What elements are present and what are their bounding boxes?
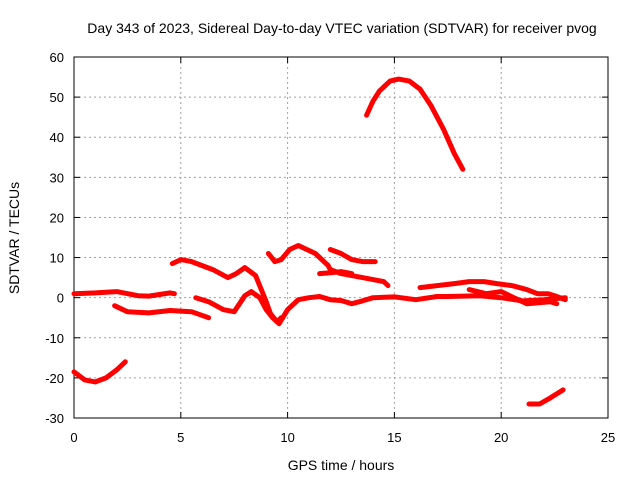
x-axis-ticks: 0 5 10 15 20 25 bbox=[70, 57, 615, 445]
x-tick-label: 0 bbox=[70, 430, 77, 445]
x-tick-label: 20 bbox=[494, 430, 508, 445]
y-tick-label: -30 bbox=[45, 411, 64, 426]
y-tick-label: 30 bbox=[50, 170, 64, 185]
series-arc-1 bbox=[71, 289, 177, 299]
x-tick-label: 10 bbox=[280, 430, 294, 445]
y-tick-label: 20 bbox=[50, 210, 64, 225]
grid bbox=[74, 57, 608, 418]
y-tick-label: 0 bbox=[57, 291, 64, 306]
y-tick-label: 50 bbox=[50, 90, 64, 105]
series-arc-10 bbox=[417, 279, 568, 303]
series-arc-3 bbox=[112, 303, 212, 321]
plot-frame bbox=[73, 56, 609, 419]
y-tick-label: -10 bbox=[45, 331, 64, 346]
series-arc-7 bbox=[317, 269, 355, 277]
y-axis-label: SDTVAR / TECUs bbox=[6, 182, 22, 294]
x-tick-label: 5 bbox=[177, 430, 184, 445]
x-tick-label: 25 bbox=[601, 430, 615, 445]
x-tick-label: 15 bbox=[387, 430, 401, 445]
series-arc-5 bbox=[193, 289, 568, 327]
y-tick-label: -20 bbox=[45, 371, 64, 386]
y-axis-ticks: -30 -20 -10 0 10 20 30 40 50 60 bbox=[45, 50, 608, 426]
y-tick-label: 40 bbox=[50, 130, 64, 145]
series-arc-12 bbox=[526, 387, 566, 407]
y-tick-label: 60 bbox=[50, 50, 64, 65]
series-arc-2 bbox=[71, 359, 128, 385]
x-axis-label: GPS time / hours bbox=[288, 457, 395, 473]
y-tick-label: 10 bbox=[50, 251, 64, 266]
series-arc-9 bbox=[364, 76, 466, 172]
chart-title: Day 343 of 2023, Sidereal Day-to-day VTE… bbox=[87, 20, 596, 36]
series-arc-11 bbox=[466, 287, 560, 307]
series-group bbox=[71, 76, 568, 407]
series-arc-8 bbox=[327, 247, 378, 265]
series-arc-6 bbox=[265, 243, 391, 289]
